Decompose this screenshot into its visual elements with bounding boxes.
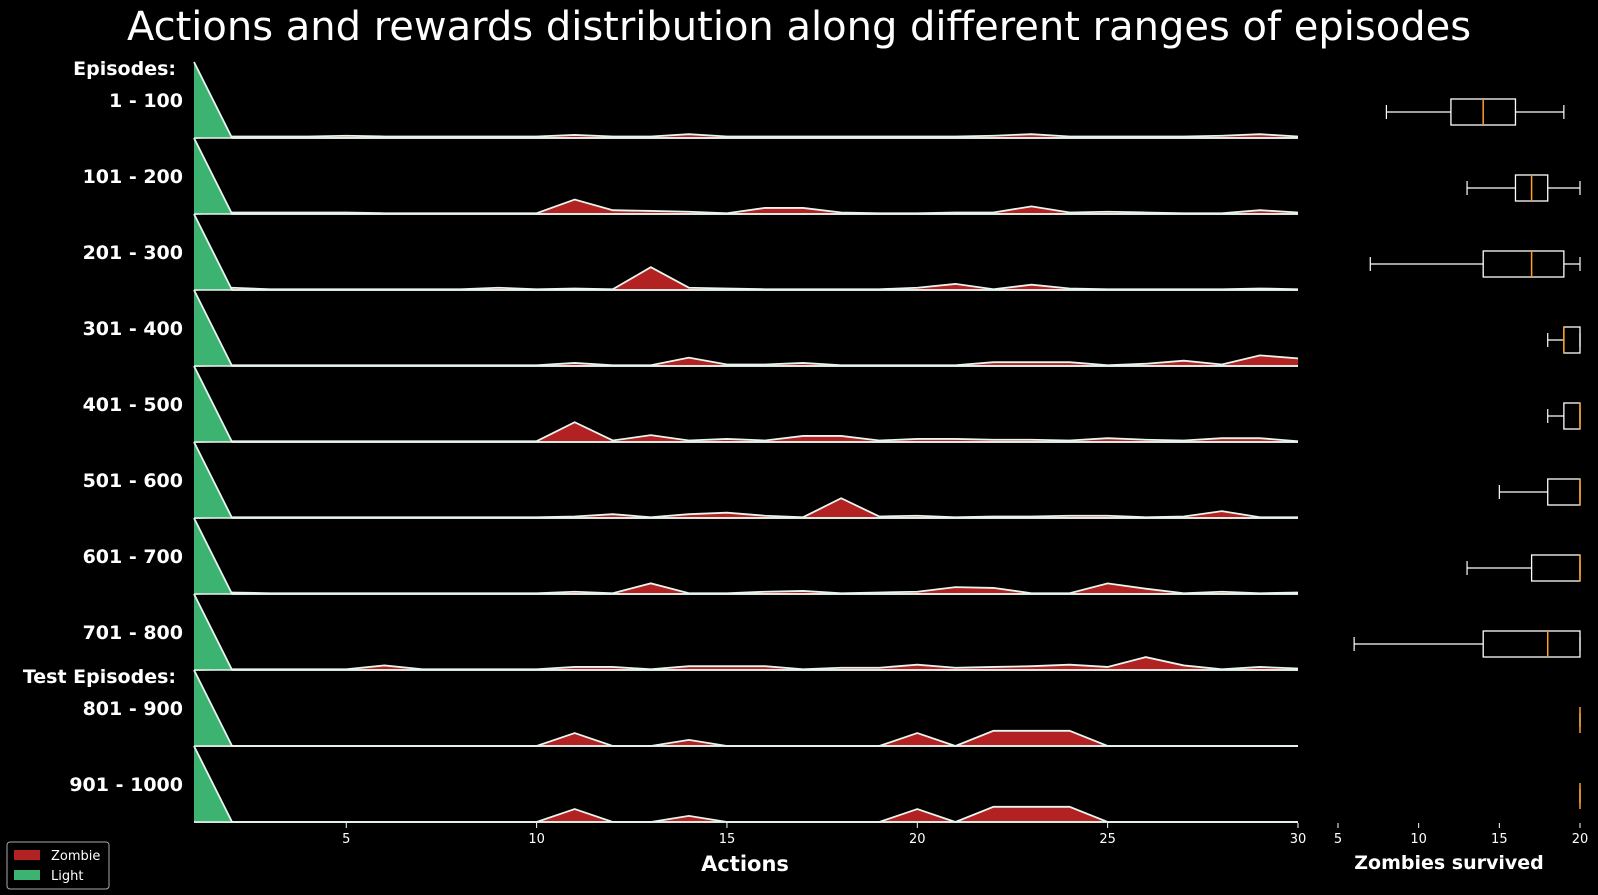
row-labels: 1 - 100 101 - 200 201 - 300 301 - 400 401 - … — [23, 58, 183, 796]
row-label: 1 - 100 — [109, 90, 183, 112]
zombie-area-outline — [193, 656, 1299, 671]
ridge-row — [193, 61, 1299, 139]
row-label: 201 - 300 — [83, 242, 183, 264]
zombie-area-outline — [193, 133, 1299, 139]
row-label: 801 - 900 — [83, 698, 183, 720]
ridge-rows — [193, 61, 1299, 823]
ridge-row — [193, 137, 1299, 215]
box-iqr — [1482, 630, 1581, 658]
row-label: 401 - 500 — [83, 394, 183, 416]
x2-tick-label: 15 — [1491, 832, 1508, 847]
ridge-row — [193, 289, 1299, 367]
ridge-row — [193, 213, 1299, 291]
zombie-area — [194, 355, 1298, 366]
boxplot — [1466, 554, 1581, 582]
legend: Zombie Light — [6, 841, 110, 890]
x2-tick-label: 5 — [1334, 832, 1342, 847]
zombie-area — [194, 730, 1298, 746]
boxplots — [1353, 98, 1581, 809]
row-label: 301 - 400 — [83, 318, 183, 340]
x-tick-label: 15 — [719, 832, 736, 847]
boxplot — [1547, 402, 1581, 430]
ridge-row — [193, 593, 1299, 671]
boxplot — [1466, 174, 1581, 202]
boxplot — [1385, 98, 1565, 126]
x2-tick-label: 10 — [1410, 832, 1427, 847]
zombies-axis-label: Zombies survived — [1354, 852, 1544, 874]
group-header: Test Episodes: — [23, 666, 176, 688]
row-label: 101 - 200 — [83, 166, 183, 188]
x2-tick-label: 20 — [1572, 832, 1589, 847]
ridge-row — [193, 365, 1299, 443]
boxplot — [1369, 250, 1581, 278]
zombies-x-axis: 5 10 15 20 — [1334, 823, 1588, 847]
actions-x-axis: 5 10 15 20 25 30 — [342, 823, 1306, 847]
legend-zombie-label: Zombie — [51, 849, 100, 864]
row-label: 701 - 800 — [83, 622, 183, 644]
zombie-area — [194, 806, 1298, 822]
x-tick-label: 30 — [1290, 832, 1307, 847]
legend-zombie-swatch — [14, 850, 40, 860]
row-label: 901 - 1000 — [69, 774, 183, 796]
actions-axis-label: Actions — [701, 852, 789, 876]
ridge-row — [193, 517, 1299, 595]
boxplot — [1498, 478, 1581, 506]
zombie-area — [194, 199, 1298, 214]
boxplot — [1547, 326, 1581, 354]
chart-title: Actions and rewards distribution along d… — [127, 4, 1471, 50]
x-tick-label: 20 — [909, 832, 926, 847]
x-tick-label: 10 — [528, 832, 545, 847]
legend-light-label: Light — [51, 869, 83, 884]
x-tick-label: 5 — [342, 832, 350, 847]
ridge-row — [193, 441, 1298, 519]
row-label: 501 - 600 — [83, 470, 183, 492]
ridge-row — [193, 669, 1298, 747]
group-header: Episodes: — [73, 58, 176, 80]
x-tick-label: 25 — [1099, 832, 1116, 847]
box-iqr — [1482, 250, 1565, 278]
ridge-row — [193, 745, 1298, 823]
boxplot — [1353, 630, 1581, 658]
row-label: 601 - 700 — [83, 546, 183, 568]
legend-light-swatch — [14, 870, 40, 880]
